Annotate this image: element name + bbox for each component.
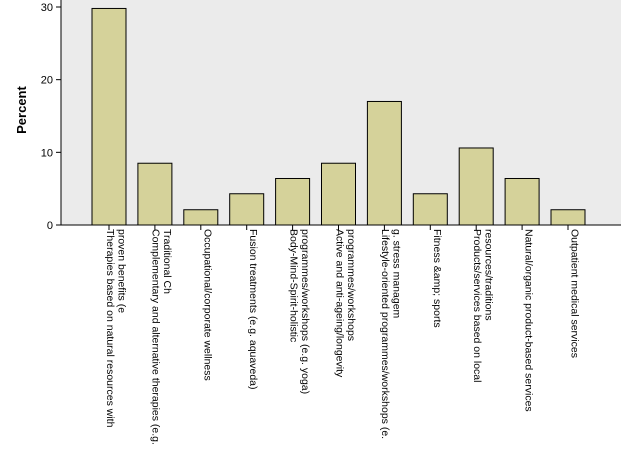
x-tick-label-line: Therapies based on natural resources wit… [104,229,116,428]
bar [183,209,219,226]
x-tick-label-line: Active and anti-ageing/longevity [333,229,345,378]
x-tick-label: Fitness &amp; sports [431,229,443,328]
y-tick-label: 0 [47,220,53,232]
x-tick-label-line: programmes/workshops [345,229,357,341]
x-tick-label: Active and anti-ageing/longevity programm… [333,229,357,378]
x-tick-label-line: Lifestyle-oriented programmes/workshops … [379,229,391,439]
y-axis-title: Percent [14,85,29,133]
x-tick-label: Natural/organic product-based services [523,229,535,412]
x-tick-label-line: Outpatient medical services [569,229,581,358]
x-tick-label: Complementary and alternative therapies … [150,229,174,445]
x-tick-label-line: programmes/workshops (e.g. yoga) [299,229,311,394]
bar [275,177,311,226]
y-ticks-group: 0 10 20 30 [41,2,61,232]
x-tick-label-line: Products/services based on local [471,229,483,383]
bar [229,193,265,226]
bar [91,7,127,226]
x-tick-label: Occupational/corporate wellness [201,229,213,381]
y-tick-label: 10 [41,147,53,159]
bar [550,209,586,226]
bar [412,193,448,226]
x-tick-label-line: Fusion treatments (e.g. aquaveda) [247,229,259,390]
bar [504,177,540,226]
x-tick-label-line: Occupational/corporate wellness [201,229,213,381]
bar [321,162,356,226]
x-tick-label: Lifestyle-oriented programmes/workshops … [379,229,403,439]
x-tick-label: Body-Mind-Spirit-holistic programmes/work… [287,229,311,394]
bars-group [91,7,586,226]
x-tick-label-line: Body-Mind-Spirit-holistic [287,229,299,342]
bar [458,147,494,226]
x-tick-label-line: Traditional Ch [161,229,173,294]
bar [366,100,402,226]
y-tick-label: 30 [41,2,53,14]
x-tick-label-line: Complementary and alternative therapies … [150,229,162,445]
x-tick-label-line: resources/traditions [482,229,494,321]
x-tick-label-line: Natural/organic product-based services [523,229,535,412]
x-ticks-group: Therapies based on natural resources wit… [104,225,581,445]
x-tick-label-line: g. stress managem [391,229,403,319]
x-tick-label: Products/services based on local resource… [471,229,495,383]
y-tick-label: 20 [41,75,53,87]
x-tick-label: Fusion treatments (e.g. aquaveda) [247,229,259,390]
x-tick-label: Therapies based on natural resources wit… [104,229,128,428]
bar [137,162,173,226]
x-tick-label-line: Fitness &amp; sports [431,229,443,328]
x-tick-label-line: proven benefits (e [115,229,127,313]
x-tick-label: Outpatient medical services [569,229,581,358]
